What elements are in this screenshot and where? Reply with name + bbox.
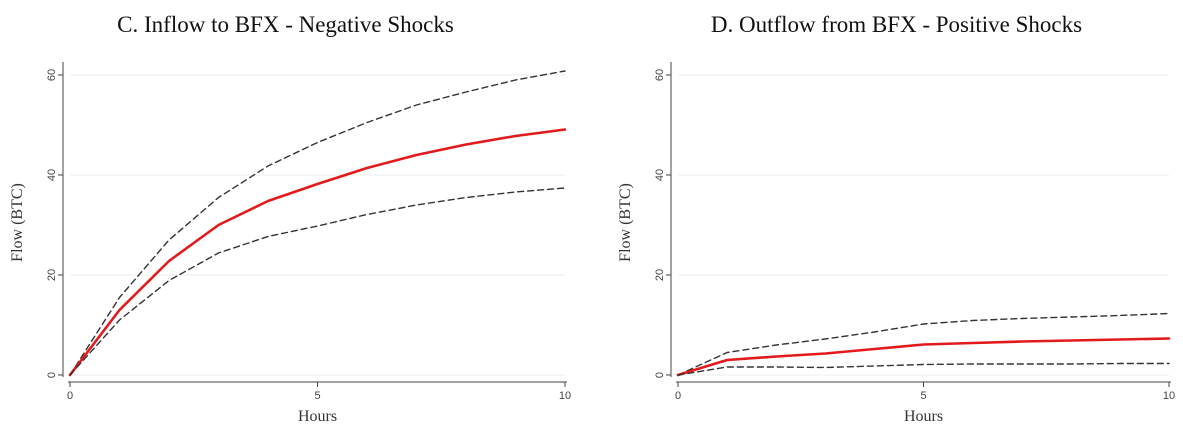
y-tick-label-0: 0 xyxy=(654,372,666,378)
x-tick-label-10: 10 xyxy=(559,390,571,402)
x-axis-title: Hours xyxy=(298,408,337,425)
series-line-estimate xyxy=(676,337,1171,377)
x-tick-label-5: 5 xyxy=(920,390,926,402)
plot-c: 0 20 40 60 0 5 10 Hours Flow (BTC) xyxy=(9,62,571,425)
y-tick-label-0: 0 xyxy=(46,372,58,378)
y-axis-title: Flow (BTC) xyxy=(617,183,634,262)
y-tick-label-40: 40 xyxy=(46,169,58,181)
series-line-lower xyxy=(677,362,1170,376)
y-axis-title: Flow (BTC) xyxy=(9,183,26,262)
plot-d: 0 20 40 60 0 5 10 Hours Flow (BTC) xyxy=(617,62,1175,425)
y-tick-label-60: 60 xyxy=(46,69,58,81)
x-tick-label-0: 0 xyxy=(675,390,681,402)
x-tick-label-5: 5 xyxy=(314,390,320,402)
x-axis-title: Hours xyxy=(904,408,943,425)
series-line-estimate xyxy=(68,128,567,377)
series-line-upper xyxy=(677,312,1170,376)
y-tick-label-60: 60 xyxy=(654,69,666,81)
x-tick-label-10: 10 xyxy=(1163,390,1175,402)
chart-panel-d: D. Outflow from BFX - Positive Shocks 0 2… xyxy=(591,0,1182,429)
x-tick-label-0: 0 xyxy=(67,390,73,402)
y-tick-label-40: 40 xyxy=(654,169,666,181)
y-tick-label-20: 20 xyxy=(46,269,58,281)
series-line-upper xyxy=(69,70,566,376)
series-line-lower xyxy=(69,187,566,376)
chart-panel-c: C. Inflow to BFX - Negative Shocks 0 20 40… xyxy=(0,0,591,429)
chart-title-d: D. Outflow from BFX - Positive Shocks xyxy=(710,12,1083,37)
chart-title-c: C. Inflow to BFX - Negative Shocks xyxy=(117,12,454,37)
y-tick-label-20: 20 xyxy=(654,269,666,281)
